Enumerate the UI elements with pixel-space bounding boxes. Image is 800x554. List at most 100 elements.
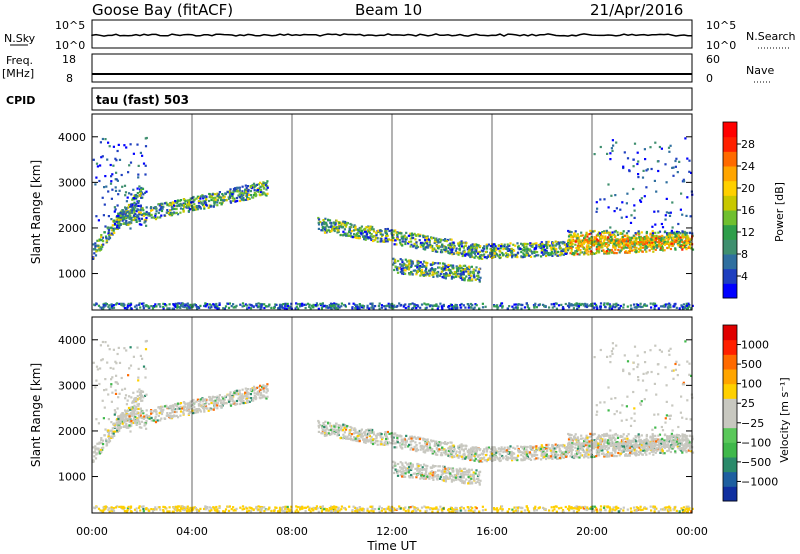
velocity-echo xyxy=(193,401,196,404)
power-echo xyxy=(462,272,465,276)
power-echo xyxy=(98,179,101,183)
power-echo xyxy=(523,249,526,252)
power-echo xyxy=(438,238,441,241)
velocity-echo xyxy=(222,397,225,400)
power-echo xyxy=(201,204,205,207)
velocity-echo xyxy=(387,441,391,444)
velocity-echo xyxy=(345,425,349,428)
power-echo xyxy=(569,252,572,255)
power-echo xyxy=(662,238,665,241)
power-echo xyxy=(510,251,513,254)
power-echo xyxy=(242,199,245,202)
power-echo xyxy=(456,269,459,272)
power-echo xyxy=(235,304,238,307)
power-echo xyxy=(478,280,481,283)
power-echo xyxy=(651,241,654,245)
power-echo xyxy=(610,241,613,244)
power-echo xyxy=(570,249,573,253)
power-echo xyxy=(222,307,225,310)
power-echo xyxy=(294,307,297,310)
power-echo xyxy=(341,221,344,224)
power-echo xyxy=(655,190,658,193)
velocity-echo xyxy=(432,439,435,442)
power-echo xyxy=(283,307,286,310)
power-echo xyxy=(113,219,116,222)
power-echo xyxy=(129,161,133,164)
power-echo xyxy=(600,249,604,252)
power-echo xyxy=(447,244,450,247)
power-echo xyxy=(187,201,190,204)
velocity-echo xyxy=(199,398,202,401)
velocity-echo xyxy=(470,452,473,455)
power-echo xyxy=(684,233,687,236)
power-echo xyxy=(570,244,573,247)
power-echo xyxy=(618,239,621,242)
power-echo xyxy=(663,249,666,252)
velocity-echo xyxy=(259,388,262,391)
power-echo xyxy=(134,195,137,198)
velocity-echo xyxy=(388,432,391,435)
power-echo xyxy=(150,209,153,212)
velocity-echo xyxy=(368,435,371,438)
power-echo xyxy=(278,307,281,310)
power-echo xyxy=(625,243,628,246)
power-echo xyxy=(535,254,538,257)
power-echo xyxy=(230,305,233,308)
power-echo xyxy=(129,210,132,213)
velocity-echo xyxy=(117,416,120,419)
power-echo xyxy=(325,306,328,309)
power-echo xyxy=(686,196,689,199)
power-echo xyxy=(242,193,245,197)
power-echo xyxy=(442,275,445,278)
power-echo xyxy=(688,240,691,244)
power-echo xyxy=(584,238,587,241)
power-echo xyxy=(566,245,569,248)
power-echo xyxy=(575,235,578,238)
power-echo xyxy=(641,305,644,308)
power-echo xyxy=(667,238,670,241)
power-echo xyxy=(551,306,554,309)
power-echo xyxy=(228,196,232,199)
power-echo xyxy=(638,236,641,239)
power-echo xyxy=(588,233,591,236)
power-echo xyxy=(516,303,519,306)
velocity-echo xyxy=(353,436,356,439)
power-echo xyxy=(191,197,194,200)
power-echo xyxy=(546,253,549,256)
power-echo xyxy=(604,237,607,240)
power-echo xyxy=(197,196,201,200)
power-echo xyxy=(342,230,345,233)
power-echo xyxy=(241,190,244,193)
power-echo xyxy=(634,232,637,235)
power-echo xyxy=(425,268,428,271)
velocity-echo xyxy=(244,401,247,404)
velocity-echo xyxy=(396,438,399,441)
power-echo xyxy=(388,306,391,309)
power-echo xyxy=(93,303,96,306)
power-echo xyxy=(428,305,431,308)
power-echo xyxy=(558,253,561,256)
power-echo xyxy=(681,234,684,237)
velocity-echo xyxy=(454,452,457,455)
velocity-echo xyxy=(132,421,135,424)
velocity-echo xyxy=(434,440,437,443)
velocity-echo xyxy=(122,415,125,418)
power-echo xyxy=(371,235,375,238)
velocity-echo xyxy=(461,457,464,461)
power-echo xyxy=(102,240,105,243)
power-echo xyxy=(661,234,664,237)
velocity-echo xyxy=(422,437,425,440)
power-echo xyxy=(218,196,221,199)
power-echo xyxy=(422,274,425,277)
power-echo xyxy=(265,185,268,188)
power-echo xyxy=(585,239,588,242)
power-echo xyxy=(396,233,399,236)
power-echo xyxy=(629,242,632,245)
velocity-echo xyxy=(367,439,370,442)
power-echo xyxy=(358,237,361,240)
power-echo xyxy=(107,141,110,144)
power-echo xyxy=(361,304,364,307)
power-echo xyxy=(608,252,611,255)
power-echo xyxy=(249,307,253,310)
